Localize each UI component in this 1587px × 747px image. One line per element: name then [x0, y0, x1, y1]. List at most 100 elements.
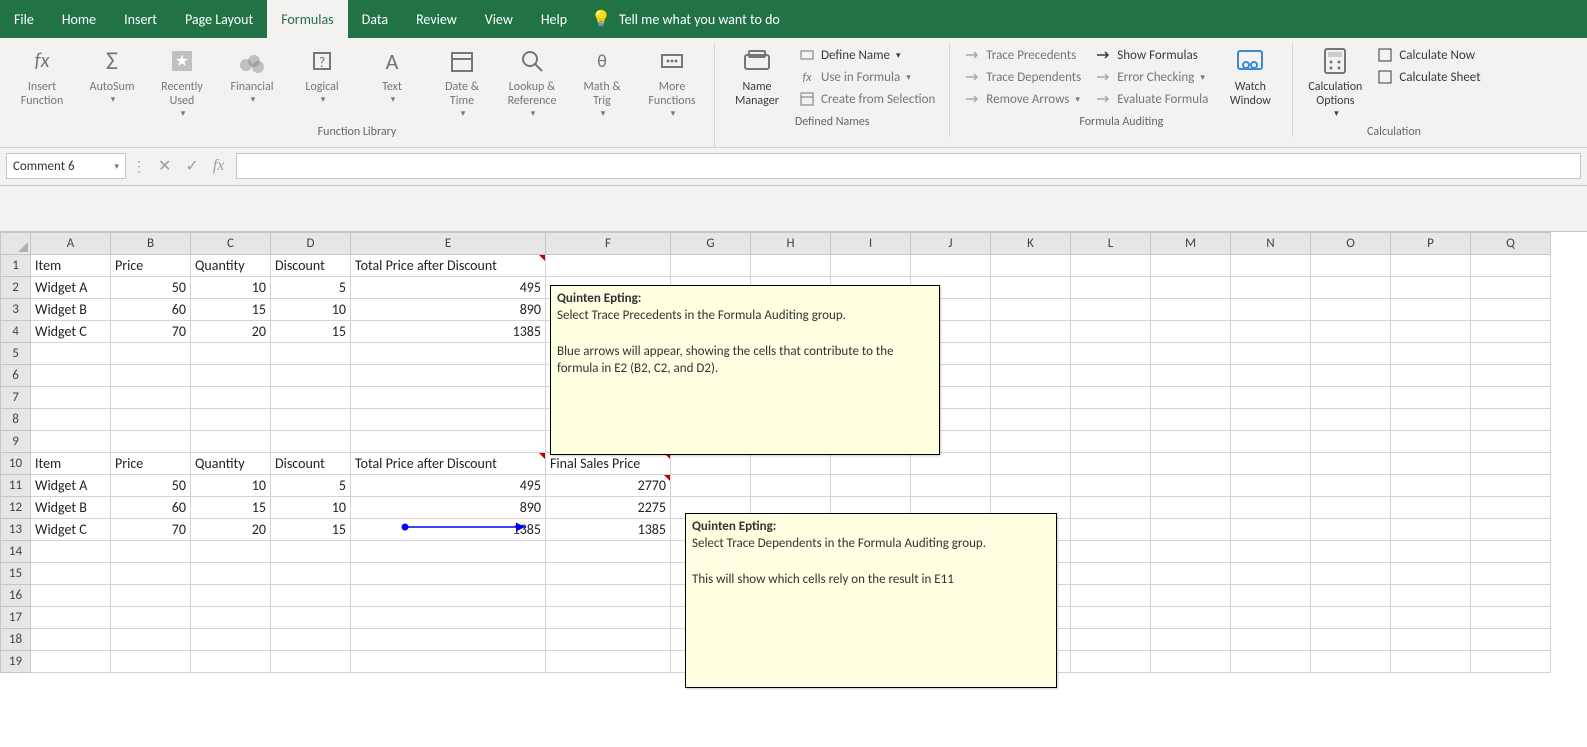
cell-D13[interactable]: 15 — [271, 518, 351, 540]
cell-C13[interactable]: 20 — [191, 518, 271, 540]
col-header-G[interactable]: G — [671, 232, 751, 254]
cell-E16[interactable] — [351, 584, 546, 606]
cell-O9[interactable] — [1311, 430, 1391, 452]
cell-N8[interactable] — [1231, 408, 1311, 430]
cell-N18[interactable] — [1231, 628, 1311, 650]
cell-D6[interactable] — [271, 364, 351, 386]
cell-G1[interactable] — [671, 254, 751, 276]
cell-B16[interactable] — [111, 584, 191, 606]
cell-O7[interactable] — [1311, 386, 1391, 408]
cell-F13[interactable]: 1385 — [546, 518, 671, 540]
cell-B17[interactable] — [111, 606, 191, 628]
cell-B5[interactable] — [111, 342, 191, 364]
cell-P4[interactable] — [1391, 320, 1471, 342]
cell-A15[interactable] — [31, 562, 111, 584]
cell-D17[interactable] — [271, 606, 351, 628]
cell-O5[interactable] — [1311, 342, 1391, 364]
cell-J1[interactable] — [911, 254, 991, 276]
cell-D18[interactable] — [271, 628, 351, 650]
cell-E15[interactable] — [351, 562, 546, 584]
cell-O14[interactable] — [1311, 540, 1391, 562]
cell-D19[interactable] — [271, 650, 351, 672]
cell-E19[interactable] — [351, 650, 546, 672]
menu-page-layout[interactable]: Page Layout — [171, 0, 267, 38]
cell-M15[interactable] — [1151, 562, 1231, 584]
cell-Q15[interactable] — [1471, 562, 1551, 584]
cell-Q7[interactable] — [1471, 386, 1551, 408]
menu-formulas[interactable]: Formulas — [267, 0, 347, 38]
row-header-9[interactable]: 9 — [1, 430, 31, 452]
cell-B9[interactable] — [111, 430, 191, 452]
cell-A17[interactable] — [31, 606, 111, 628]
cell-P8[interactable] — [1391, 408, 1471, 430]
cell-E11[interactable]: 495 — [351, 474, 546, 496]
cell-P12[interactable] — [1391, 496, 1471, 518]
cell-C18[interactable] — [191, 628, 271, 650]
cell-L15[interactable] — [1071, 562, 1151, 584]
cell-F10[interactable]: Final Sales Price — [546, 452, 671, 474]
error-checking-button[interactable]: Error Checking ▾ — [1091, 67, 1212, 87]
cell-L16[interactable] — [1071, 584, 1151, 606]
menu-home[interactable]: Home — [48, 0, 110, 38]
cell-C3[interactable]: 15 — [191, 298, 271, 320]
cell-I11[interactable] — [831, 474, 911, 496]
cell-M14[interactable] — [1151, 540, 1231, 562]
col-header-Q[interactable]: Q — [1471, 232, 1551, 254]
cell-A9[interactable] — [31, 430, 111, 452]
cell-Q16[interactable] — [1471, 584, 1551, 606]
row-header-4[interactable]: 4 — [1, 320, 31, 342]
cell-C11[interactable]: 10 — [191, 474, 271, 496]
cell-D2[interactable]: 5 — [271, 276, 351, 298]
cell-P18[interactable] — [1391, 628, 1471, 650]
cell-N1[interactable] — [1231, 254, 1311, 276]
cell-O13[interactable] — [1311, 518, 1391, 540]
cell-D8[interactable] — [271, 408, 351, 430]
cell-C16[interactable] — [191, 584, 271, 606]
row-header-10[interactable]: 10 — [1, 452, 31, 474]
cell-L5[interactable] — [1071, 342, 1151, 364]
cell-H1[interactable] — [751, 254, 831, 276]
cell-B2[interactable]: 50 — [111, 276, 191, 298]
cell-Q12[interactable] — [1471, 496, 1551, 518]
cell-M5[interactable] — [1151, 342, 1231, 364]
cell-N10[interactable] — [1231, 452, 1311, 474]
enter-icon[interactable]: ✓ — [185, 156, 198, 176]
row-header-11[interactable]: 11 — [1, 474, 31, 496]
cell-D9[interactable] — [271, 430, 351, 452]
cell-L14[interactable] — [1071, 540, 1151, 562]
col-header-E[interactable]: E — [351, 232, 546, 254]
cell-K5[interactable] — [991, 342, 1071, 364]
cell-Q11[interactable] — [1471, 474, 1551, 496]
tell-me[interactable]: 💡 Tell me what you want to do — [581, 0, 790, 38]
cell-D10[interactable]: Discount — [271, 452, 351, 474]
cell-L18[interactable] — [1071, 628, 1151, 650]
cell-A11[interactable]: Widget A — [31, 474, 111, 496]
cell-N3[interactable] — [1231, 298, 1311, 320]
row-header-8[interactable]: 8 — [1, 408, 31, 430]
calculate-now-button[interactable]: Calculate Now — [1373, 45, 1484, 65]
cell-A7[interactable] — [31, 386, 111, 408]
cell-I10[interactable] — [831, 452, 911, 474]
cell-L1[interactable] — [1071, 254, 1151, 276]
trace-dependents-button[interactable]: Trace Dependents — [960, 67, 1085, 87]
cell-C12[interactable]: 15 — [191, 496, 271, 518]
more-functions-button[interactable]: More Functions▾ — [640, 43, 704, 121]
row-header-2[interactable]: 2 — [1, 276, 31, 298]
cell-N4[interactable] — [1231, 320, 1311, 342]
menu-help[interactable]: Help — [527, 0, 581, 38]
col-header-O[interactable]: O — [1311, 232, 1391, 254]
cell-M1[interactable] — [1151, 254, 1231, 276]
cell-Q6[interactable] — [1471, 364, 1551, 386]
cell-P14[interactable] — [1391, 540, 1471, 562]
define-name-button[interactable]: Define Name ▾ — [795, 45, 939, 65]
cell-M19[interactable] — [1151, 650, 1231, 672]
cell-L2[interactable] — [1071, 276, 1151, 298]
cell-C7[interactable] — [191, 386, 271, 408]
cell-N5[interactable] — [1231, 342, 1311, 364]
col-header-H[interactable]: H — [751, 232, 831, 254]
cell-A2[interactable]: Widget A — [31, 276, 111, 298]
cell-N7[interactable] — [1231, 386, 1311, 408]
menu-data[interactable]: Data — [348, 0, 402, 38]
cell-C2[interactable]: 10 — [191, 276, 271, 298]
col-header-D[interactable]: D — [271, 232, 351, 254]
